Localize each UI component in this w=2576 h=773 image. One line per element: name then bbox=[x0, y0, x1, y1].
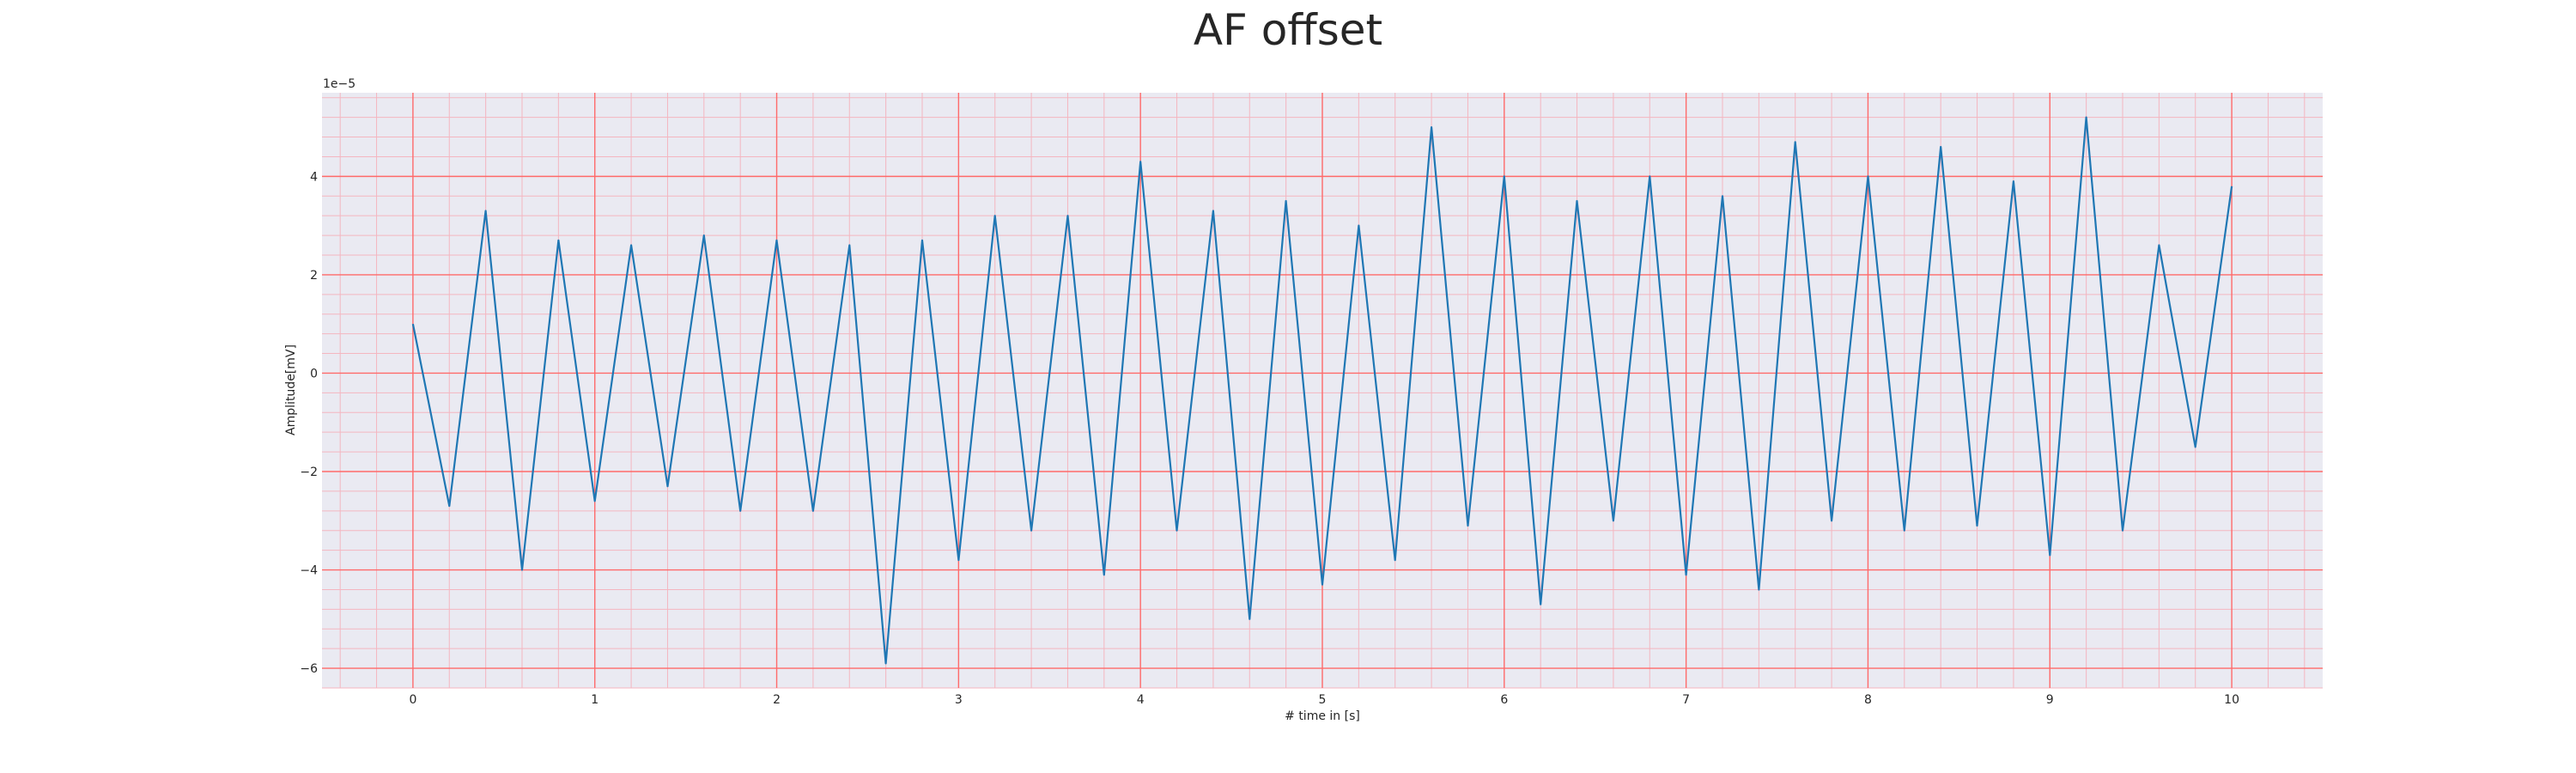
y-tick-labels: −6 −4 −2 0 2 4 bbox=[300, 170, 318, 676]
chart-title: AF offset bbox=[1193, 5, 1383, 55]
x-tick-label: 9 bbox=[2046, 693, 2054, 707]
major-grid bbox=[322, 93, 2323, 688]
y-offset-text: 1e−5 bbox=[323, 77, 355, 91]
x-tick-label: 3 bbox=[955, 693, 963, 707]
y-axis-label: Amplitude[mV] bbox=[284, 344, 298, 435]
x-tick-label: 10 bbox=[2224, 693, 2239, 707]
x-tick-label: 5 bbox=[1319, 693, 1327, 707]
x-tick-label: 2 bbox=[773, 693, 781, 707]
x-tick-label: 4 bbox=[1137, 693, 1145, 707]
x-tick-labels: 0 1 2 3 4 5 6 7 8 9 10 bbox=[409, 693, 2239, 707]
y-tick-label: −2 bbox=[300, 466, 318, 479]
x-tick-label: 1 bbox=[591, 693, 598, 707]
x-tick-label: 0 bbox=[409, 693, 416, 707]
x-tick-label: 8 bbox=[1864, 693, 1872, 707]
y-tick-label: −4 bbox=[300, 564, 318, 578]
y-tick-label: 4 bbox=[310, 170, 318, 184]
y-tick-label: 0 bbox=[310, 367, 318, 380]
y-tick-label: 2 bbox=[310, 269, 318, 283]
series-line bbox=[411, 116, 2233, 665]
x-tick-label: 7 bbox=[1682, 693, 1690, 707]
x-tick-label: 6 bbox=[1500, 693, 1508, 707]
y-tick-label: −6 bbox=[300, 662, 318, 676]
x-axis-label: # time in [s] bbox=[1285, 709, 1360, 723]
